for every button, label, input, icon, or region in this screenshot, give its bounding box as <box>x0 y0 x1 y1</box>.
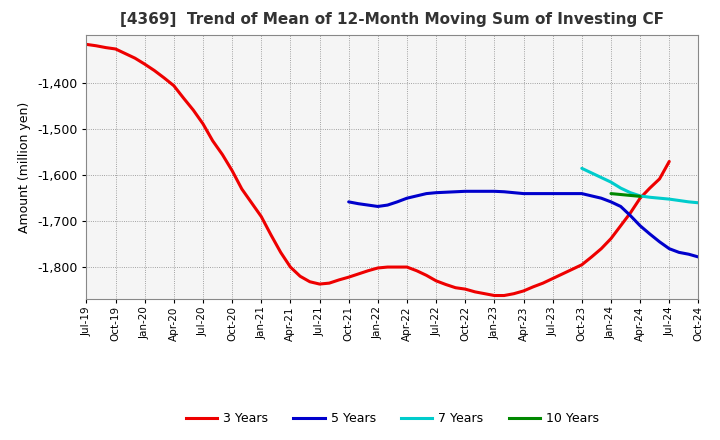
3 Years <box>393 264 402 270</box>
5 Years <box>364 202 372 208</box>
7 Years <box>597 175 606 180</box>
7 Years <box>636 193 644 198</box>
5 Years <box>675 250 683 255</box>
3 Years <box>490 293 499 298</box>
10 Years <box>616 192 625 197</box>
5 Years <box>500 189 508 194</box>
5 Years <box>577 191 586 196</box>
Title: [4369]  Trend of Mean of 12-Month Moving Sum of Investing CF: [4369] Trend of Mean of 12-Month Moving … <box>120 12 665 27</box>
5 Years <box>354 201 363 206</box>
5 Years <box>646 231 654 237</box>
3 Years <box>82 42 91 47</box>
10 Years <box>636 194 644 199</box>
5 Years <box>655 239 664 245</box>
5 Years <box>626 213 635 218</box>
7 Years <box>655 195 664 201</box>
5 Years <box>636 223 644 228</box>
3 Years <box>286 264 294 270</box>
5 Years <box>616 204 625 209</box>
5 Years <box>607 199 616 205</box>
7 Years <box>685 199 693 205</box>
7 Years <box>646 194 654 200</box>
Line: 3 Years: 3 Years <box>86 44 670 296</box>
7 Years <box>588 170 596 176</box>
5 Years <box>694 254 703 260</box>
Y-axis label: Amount (million yen): Amount (million yen) <box>19 102 32 233</box>
5 Years <box>597 195 606 201</box>
5 Years <box>402 195 411 201</box>
5 Years <box>422 191 431 196</box>
5 Years <box>393 199 402 205</box>
7 Years <box>626 190 635 195</box>
5 Years <box>665 246 674 251</box>
3 Years <box>218 152 227 157</box>
5 Years <box>685 252 693 257</box>
5 Years <box>549 191 557 196</box>
5 Years <box>441 190 450 195</box>
Line: 7 Years: 7 Years <box>582 169 698 203</box>
Legend: 3 Years, 5 Years, 7 Years, 10 Years: 3 Years, 5 Years, 7 Years, 10 Years <box>181 407 604 430</box>
5 Years <box>519 191 528 196</box>
5 Years <box>480 189 489 194</box>
5 Years <box>558 191 567 196</box>
3 Years <box>665 159 674 164</box>
7 Years <box>665 197 674 202</box>
5 Years <box>413 193 421 198</box>
7 Years <box>607 180 616 185</box>
10 Years <box>607 191 616 196</box>
7 Years <box>577 166 586 171</box>
5 Years <box>461 189 469 194</box>
7 Years <box>616 185 625 191</box>
5 Years <box>539 191 547 196</box>
5 Years <box>529 191 538 196</box>
Line: 10 Years: 10 Years <box>611 194 640 196</box>
3 Years <box>432 278 441 283</box>
7 Years <box>675 198 683 203</box>
3 Years <box>199 121 207 126</box>
5 Years <box>374 204 382 209</box>
Line: 5 Years: 5 Years <box>348 191 698 257</box>
7 Years <box>694 200 703 205</box>
5 Years <box>490 189 499 194</box>
5 Years <box>451 189 460 194</box>
10 Years <box>626 193 635 198</box>
5 Years <box>568 191 577 196</box>
5 Years <box>344 199 353 205</box>
5 Years <box>510 190 518 195</box>
5 Years <box>588 193 596 198</box>
5 Years <box>471 189 480 194</box>
5 Years <box>432 190 441 195</box>
3 Years <box>597 246 606 251</box>
5 Years <box>383 202 392 208</box>
